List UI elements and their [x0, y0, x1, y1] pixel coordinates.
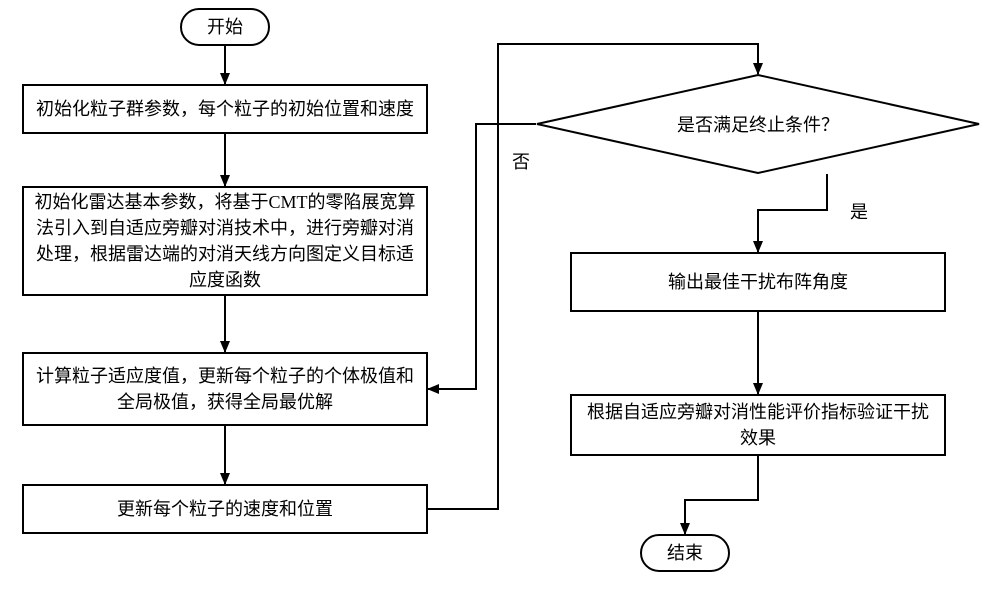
- flow-end-label: 结束: [667, 540, 703, 566]
- flow-init-radar: 初始化雷达基本参数，将基于CMT的零陷展宽算法引入到自适应旁瓣对消技术中，进行旁…: [22, 186, 428, 296]
- flow-eval: 计算粒子适应度值，更新每个粒子的个体极值和全局极值，获得全局最优解: [22, 352, 428, 426]
- flow-verify-label: 根据自适应旁瓣对消性能评价指标验证干扰效果: [582, 399, 934, 451]
- flow-eval-label: 计算粒子适应度值，更新每个粒子的个体极值和全局极值，获得全局最优解: [34, 363, 416, 415]
- flow-init-pso: 初始化粒子群参数，每个粒子的初始位置和速度: [22, 84, 428, 134]
- flow-start: 开始: [180, 8, 270, 46]
- flow-update-label: 更新每个粒子的速度和位置: [117, 496, 333, 522]
- flow-output-label: 输出最佳干扰布阵角度: [668, 269, 848, 295]
- edge-label-yes: 是: [850, 198, 868, 224]
- flow-init-pso-label: 初始化粒子群参数，每个粒子的初始位置和速度: [36, 96, 414, 122]
- flow-start-label: 开始: [207, 14, 243, 40]
- flow-output: 输出最佳干扰布阵角度: [570, 252, 946, 312]
- flow-end: 结束: [640, 534, 730, 572]
- flow-update: 更新每个粒子的速度和位置: [22, 484, 428, 534]
- flow-verify: 根据自适应旁瓣对消性能评价指标验证干扰效果: [570, 394, 946, 456]
- edge-label-no: 否: [512, 148, 530, 174]
- flow-decision: 是否满足终止条件？: [536, 74, 980, 174]
- flow-decision-label: 是否满足终止条件？: [677, 111, 839, 137]
- flow-init-radar-label: 初始化雷达基本参数，将基于CMT的零陷展宽算法引入到自适应旁瓣对消技术中，进行旁…: [34, 189, 416, 293]
